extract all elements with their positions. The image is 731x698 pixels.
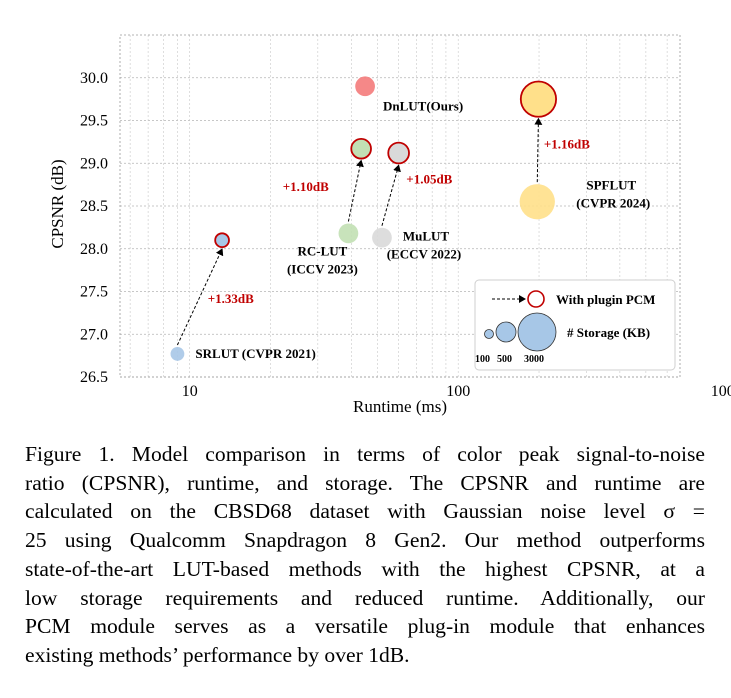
- y-tick-label: 29.5: [80, 113, 108, 130]
- legend: With plugin PCM # Storage (KB) 100 500 3…: [474, 279, 676, 371]
- y-tick-label: 29.0: [80, 155, 108, 172]
- improvement-arrow: [176, 248, 224, 346]
- y-tick-label: 28.0: [80, 241, 108, 258]
- caption-line: existing methods’ performance by over 1d…: [25, 642, 410, 667]
- data-point: [355, 76, 375, 97]
- caption-line: PCM module serves as a versatile plug-in…: [25, 614, 705, 639]
- point-label: DnLUT(Ours): [383, 98, 463, 113]
- pcm-point: [519, 80, 557, 118]
- x-axis-label: Runtime (ms): [353, 397, 447, 416]
- y-axis-label: CPSNR (dB): [48, 159, 67, 248]
- point-labels: +1.33dB +1.10dB +1.05dB +1.16dB SRLUT (CVPR …: [195, 98, 650, 361]
- chart: 26.527.027.528.028.529.029.530.0 10 100 10…: [48, 34, 731, 416]
- grid: [120, 35, 680, 378]
- improvement-arrows: [176, 117, 543, 346]
- improvement-label: +1.33dB: [208, 291, 254, 306]
- pcm-point: [214, 232, 230, 249]
- data-point: [170, 347, 185, 361]
- y-tick-label: 27.5: [80, 284, 108, 301]
- legend-plugin-label: With plugin PCM: [556, 292, 655, 307]
- legend-storage-small: [484, 329, 494, 339]
- improvement-label: +1.10dB: [283, 179, 329, 194]
- y-tick-label: 28.5: [80, 198, 108, 215]
- point-label: (ECCV 2022): [387, 247, 462, 262]
- x-tick-label: 1000: [711, 383, 731, 400]
- point-label: (CVPR 2024): [576, 196, 650, 211]
- plot-frame: [119, 34, 681, 378]
- data-point: [519, 184, 555, 220]
- data-point: [372, 227, 392, 248]
- caption-line: Figure 1. Model comparison in terms of c…: [25, 442, 705, 466]
- y-tick-label: 30.0: [80, 70, 108, 87]
- x-tick-label: 100: [446, 383, 470, 400]
- improvement-label: +1.16dB: [544, 136, 590, 151]
- caption-line: state-of-the-art LUT-based methods with …: [25, 556, 705, 581]
- point-label: SPFLUT: [586, 178, 636, 193]
- figure-caption: Figure 1. Model comparison in terms of c…: [25, 440, 705, 670]
- point-label: (ICCV 2023): [287, 261, 358, 276]
- legend-storage-medium: [495, 321, 517, 343]
- data-point: [338, 223, 359, 244]
- improvement-arrow: [534, 117, 543, 183]
- legend-size-3000: 3000: [524, 354, 544, 365]
- y-tick-label: 26.5: [80, 369, 108, 386]
- y-tick-label: 27.0: [80, 326, 108, 343]
- point-label: RC-LUT: [297, 243, 347, 258]
- legend-storage-large: [517, 312, 557, 352]
- improvement-arrow: [347, 159, 364, 222]
- improvement-arrow: [381, 164, 401, 226]
- caption-line: calculated on the CBSD68 dataset with Ga…: [25, 499, 705, 524]
- legend-pcm-ring: [527, 290, 545, 308]
- legend-size-100: 100: [475, 354, 490, 365]
- x-tick-labels: 10 100 1000: [182, 383, 731, 400]
- caption-line: 25 using Qualcomm Snapdragon 8 Gen2. Our…: [25, 528, 705, 553]
- data-points: [170, 76, 557, 361]
- legend-size-500: 500: [497, 354, 512, 365]
- improvement-label: +1.05dB: [406, 172, 452, 187]
- caption-line: low storage requirements and reduced run…: [25, 585, 705, 610]
- caption-line: ratio (CPSNR), runtime, and storage. The…: [25, 470, 705, 495]
- point-label: SRLUT (CVPR 2021): [195, 346, 315, 361]
- pcm-point: [387, 141, 410, 165]
- legend-storage-label: # Storage (KB): [567, 325, 650, 340]
- pcm-point: [350, 137, 372, 160]
- x-tick-label: 10: [182, 383, 198, 400]
- y-tick-labels: 26.5 27.0 27.5 28.0 28.5 29.0 29.5 30.0: [80, 70, 108, 386]
- point-label: MuLUT: [403, 229, 450, 244]
